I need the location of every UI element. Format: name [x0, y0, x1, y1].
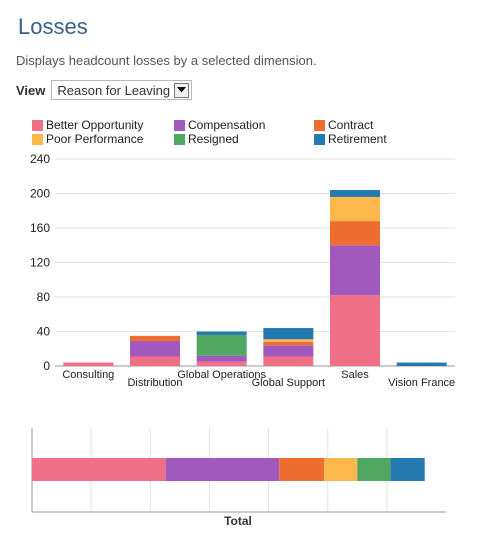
view-label: View [16, 82, 46, 98]
total-bar-segment [324, 458, 358, 481]
x-tick-label: Distribution [127, 377, 182, 389]
bar-segment [263, 356, 314, 366]
legend-label: Contract [328, 118, 374, 132]
view-selector-row: View Reason for Leaving [16, 79, 193, 101]
legend-swatch [174, 133, 185, 145]
y-tick-label: 240 [30, 152, 50, 166]
page-subtitle: Displays headcount losses by a selected … [16, 53, 317, 68]
y-tick-label: 80 [37, 290, 51, 304]
legend-item: Compensation [174, 118, 265, 132]
x-tick-label: Global Support [252, 377, 325, 389]
bar-segment [196, 355, 247, 362]
bar-segment [196, 361, 247, 366]
x-tick-label: Global Operations [177, 369, 266, 381]
legend-item: Retirement [314, 132, 387, 146]
bar-segment [196, 331, 247, 335]
bar-segment [330, 295, 380, 366]
bar-segment [396, 362, 447, 366]
legend-item: Better Opportunity [32, 118, 143, 132]
bar-segment [196, 334, 247, 356]
legend-swatch [32, 119, 43, 131]
bar-segment [330, 221, 380, 246]
x-axis-title: Total [224, 514, 252, 528]
bar-segment [63, 362, 114, 366]
legend-swatch [314, 119, 325, 131]
view-dropdown-value: Reason for Leaving [57, 82, 171, 98]
total-bar-segment [279, 458, 325, 481]
bar-segment [330, 196, 380, 222]
x-tick-label: Sales [341, 369, 369, 381]
bar-segment [263, 339, 314, 342]
total-bar-segment [357, 458, 391, 481]
y-tick-label: 0 [43, 359, 50, 373]
total-bar-segment [165, 458, 280, 481]
chevron-down-icon[interactable] [174, 82, 190, 98]
x-tick-label: Vision France [388, 377, 455, 389]
legend-item: Poor Performance [32, 132, 143, 146]
bar-segment [263, 345, 314, 357]
legend-swatch [32, 133, 43, 145]
bar-segment [263, 341, 314, 346]
legend-label: Resigned [188, 132, 239, 146]
bar-segment [130, 356, 180, 366]
x-tick-label: Consulting [62, 369, 114, 381]
legend-label: Better Opportunity [46, 118, 144, 132]
legend-label: Retirement [328, 132, 387, 146]
legend-swatch [174, 119, 185, 131]
y-tick-label: 160 [30, 221, 50, 235]
view-dropdown[interactable]: Reason for Leaving [51, 80, 193, 100]
legend-label: Poor Performance [46, 132, 144, 146]
y-tick-label: 120 [30, 256, 50, 270]
bar-segment [330, 245, 380, 296]
y-tick-label: 200 [30, 187, 50, 201]
bar-segment [130, 340, 180, 357]
y-tick-label: 40 [37, 325, 51, 339]
bar-segment [130, 335, 180, 341]
legend-item: Contract [314, 118, 373, 132]
page-title: Losses [18, 14, 88, 39]
legend-label: Compensation [188, 118, 266, 132]
bar-segment [330, 190, 380, 197]
bar-segment [263, 328, 314, 340]
legend-swatch [314, 133, 325, 145]
total-bar-segment [32, 458, 166, 481]
total-bar-segment [390, 458, 425, 481]
legend-item: Resigned [174, 132, 239, 146]
